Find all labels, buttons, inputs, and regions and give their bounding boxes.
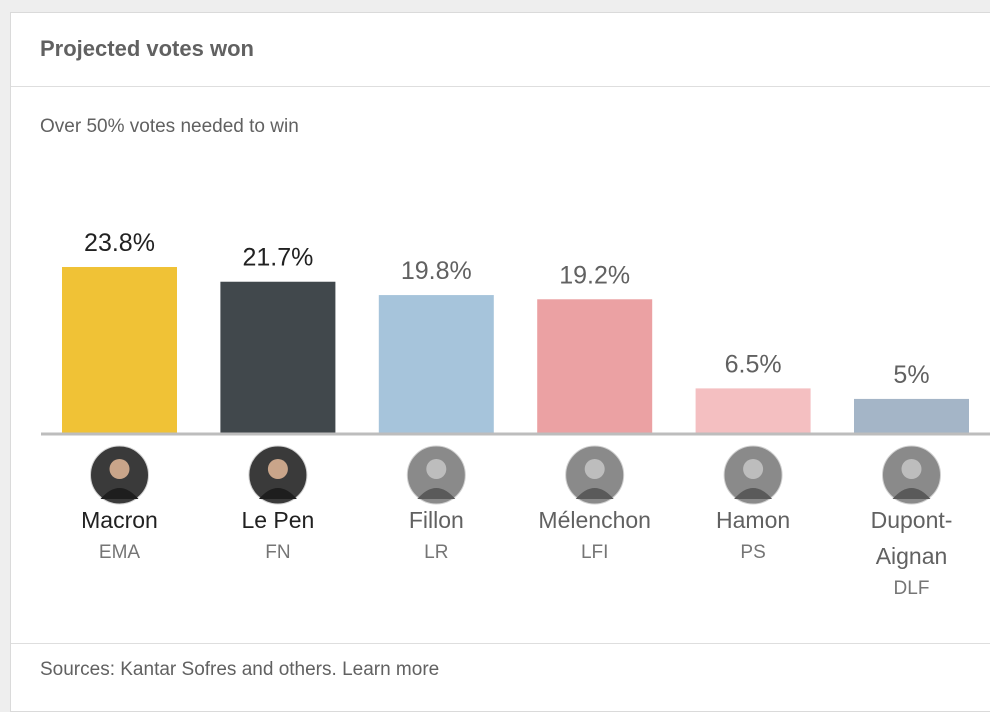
card-title: Projected votes won <box>40 36 254 61</box>
party-label-dupont-aignan: DLF <box>894 578 930 599</box>
candidate-name-le-pen: Le Pen <box>241 507 314 533</box>
avatar-body-le-pen <box>258 488 297 499</box>
value-label-le-pen: 21.7% <box>242 244 313 272</box>
party-label-macron: EMA <box>99 542 141 563</box>
party-label-hamon: PS <box>740 542 765 563</box>
bar-dupont-aignan <box>854 398 969 434</box>
bar-macron <box>62 267 177 434</box>
value-label-macron: 23.8% <box>84 229 155 257</box>
candidate-name-fillon: Fillon <box>409 507 464 533</box>
party-label-melenchon: LFI <box>581 542 608 563</box>
value-label-hamon: 6.5% <box>725 350 782 378</box>
party-label-fillon: LR <box>424 542 448 563</box>
bar-fillon <box>378 295 494 434</box>
vote-bar-chart: 23.8% Macron EMA 21.7% Le Pen FN 19.8% Fillon LR… <box>41 229 990 599</box>
avatar-head-melenchon <box>584 459 605 479</box>
card-header: Projected votes won <box>11 13 990 87</box>
avatar-head-fillon <box>426 459 447 479</box>
avatar-body-dupont-aignan <box>892 488 931 499</box>
value-label-dupont-aignan: 5% <box>893 361 929 389</box>
candidate-name-melenchon: Mélenchon <box>538 507 651 533</box>
bar-hamon <box>695 388 811 434</box>
avatar-head-le-pen <box>267 459 288 479</box>
learn-more-link[interactable]: Learn more <box>342 659 440 680</box>
chart-subtitle: Over 50% votes needed to win <box>40 116 299 137</box>
avatar-body-macron <box>100 488 139 499</box>
avatar-head-dupont-aignan <box>901 459 922 479</box>
value-label-fillon: 19.8% <box>401 257 472 285</box>
sources-note: Sources: Kantar Sofres and others. Learn… <box>40 659 439 681</box>
avatar-body-fillon <box>417 488 456 499</box>
avatar-body-melenchon <box>575 488 614 499</box>
bar-melenchon <box>537 299 653 434</box>
candidate-name-hamon: Hamon <box>716 507 790 533</box>
results-card: Projected votes won Over 50% votes neede… <box>10 12 990 712</box>
avatar-head-macron <box>109 459 130 479</box>
party-label-le-pen: FN <box>265 542 290 563</box>
candidate-name-macron: Macron <box>81 507 158 533</box>
avatar-head-hamon <box>743 459 764 479</box>
avatar-body-hamon <box>734 488 773 499</box>
card-footer: Sources: Kantar Sofres and others. Learn… <box>11 643 990 702</box>
bar-le-pen <box>220 281 336 434</box>
value-label-melenchon: 19.2% <box>559 261 630 289</box>
sources-text: Sources: Kantar Sofres and others. <box>40 659 337 680</box>
candidate-name-dupont-aignan: Dupont-Aignan <box>871 507 953 569</box>
